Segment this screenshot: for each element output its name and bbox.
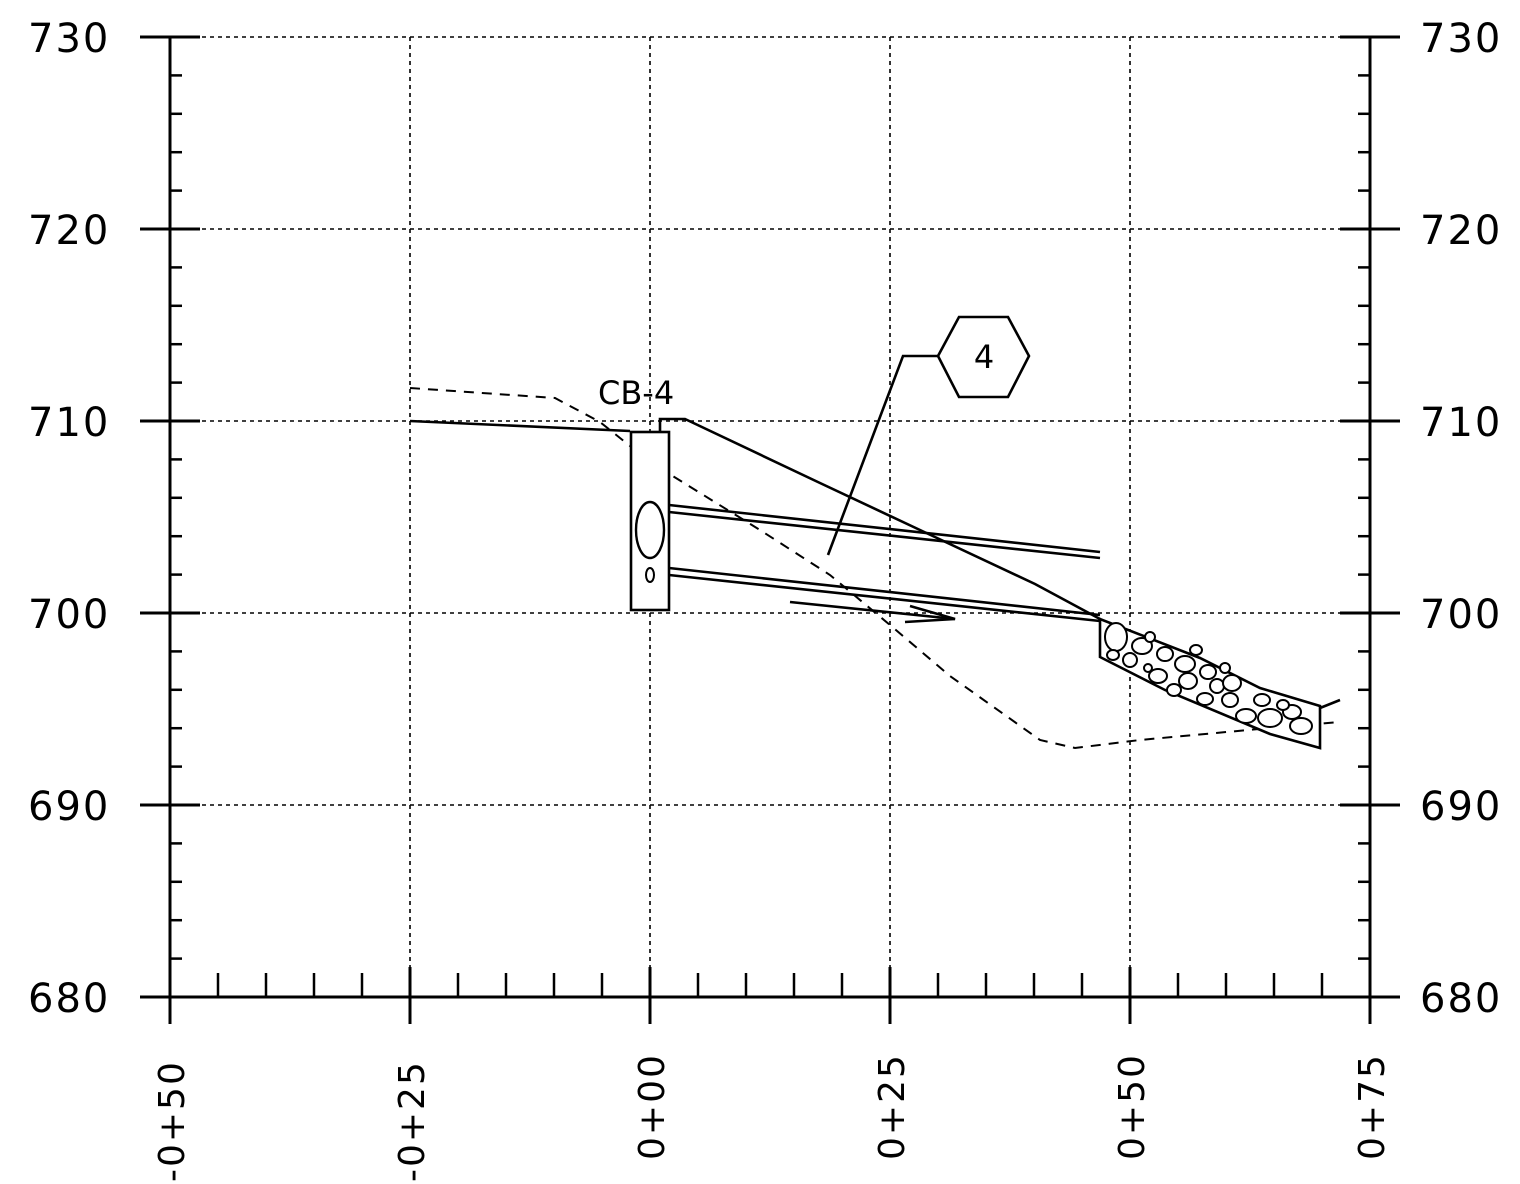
- elevation-labels-left: 730 720 710 700 690 680: [28, 16, 110, 1022]
- pipe-lower-edge-a: [668, 566, 1101, 617]
- riprap-stone: [1122, 652, 1138, 668]
- elev-label-right-690: 690: [1420, 784, 1502, 830]
- riprap-stone: [1276, 699, 1290, 711]
- riprap-stone: [1156, 646, 1174, 662]
- catch-basin-opening: [634, 500, 666, 560]
- callout-leader: [826, 354, 938, 556]
- riprap-stone: [1104, 622, 1128, 652]
- station-label-000: 0+00: [632, 1053, 673, 1160]
- station-label-025: 0+25: [872, 1053, 913, 1160]
- riprap-stones: [1104, 622, 1313, 735]
- station-label-075: 0+75: [1352, 1053, 1393, 1160]
- riprap-stone: [1219, 662, 1231, 674]
- callout-number: 4: [974, 338, 994, 376]
- proposed-grade-left: [409, 419, 631, 433]
- riprap-stone: [1235, 708, 1257, 724]
- catch-basin-structure: [629, 430, 671, 612]
- riprap-stone: [1196, 692, 1214, 706]
- riprap-stone: [1178, 672, 1198, 690]
- elev-label-left-680: 680: [28, 976, 110, 1022]
- elev-label-right-710: 710: [1420, 400, 1502, 446]
- proposed-grade-right: [658, 417, 1101, 621]
- elev-label-right-730: 730: [1420, 16, 1502, 62]
- elev-label-left-710: 710: [28, 400, 110, 446]
- axes: [140, 35, 1400, 1024]
- riprap-stone: [1222, 674, 1242, 692]
- minor-ticks: [170, 74, 1370, 997]
- station-labels: -0+50 -0+25 0+00 0+25 0+50 0+75: [152, 1053, 1393, 1182]
- station-label-m50: -0+50: [152, 1060, 193, 1182]
- elevation-labels-right: 730 720 710 700 690 680: [1420, 16, 1502, 1022]
- elev-label-right-680: 680: [1420, 976, 1502, 1022]
- riprap-stone: [1253, 693, 1271, 707]
- elev-label-left-690: 690: [28, 784, 110, 830]
- station-label-050: 0+50: [1112, 1053, 1153, 1160]
- pipe-upper-edge-b: [668, 510, 1101, 560]
- outlet-channel-tail: [1319, 698, 1341, 710]
- pipe-upper-edge-a: [668, 503, 1101, 554]
- riprap-stone: [1174, 655, 1196, 673]
- riprap-stone: [1143, 663, 1153, 673]
- callout: 4: [826, 315, 1031, 556]
- structure-label: CB-4: [598, 374, 674, 412]
- elev-label-left-700: 700: [28, 592, 110, 638]
- riprap-stone: [1144, 631, 1156, 643]
- elev-label-right-700: 700: [1420, 592, 1502, 638]
- riprap-stone: [1106, 649, 1120, 661]
- flow-arrow: [789, 600, 956, 624]
- elev-label-left-720: 720: [28, 208, 110, 254]
- elev-label-left-730: 730: [28, 16, 110, 62]
- flow-arrow-head: [904, 604, 956, 624]
- riprap-stone: [1209, 678, 1225, 694]
- flow-arrow-shaft: [789, 600, 956, 621]
- riprap-stone: [1289, 717, 1313, 735]
- riprap-stone: [1199, 664, 1217, 680]
- pipe-lower-edge-b: [668, 573, 1101, 623]
- riprap-stone: [1221, 692, 1239, 708]
- station-label-m25: -0+25: [392, 1060, 433, 1182]
- catch-basin-drain: [645, 567, 655, 583]
- elev-label-right-720: 720: [1420, 208, 1502, 254]
- grid: [170, 36, 1370, 997]
- callout-hexagon: [936, 315, 1031, 399]
- riprap-stone: [1148, 668, 1168, 684]
- pipe: [668, 503, 1101, 623]
- riprap-stone: [1189, 644, 1203, 656]
- riprap-stone: [1257, 708, 1283, 728]
- riprap-stone: [1166, 683, 1182, 697]
- riprap-outlet-protection: [1098, 617, 1341, 750]
